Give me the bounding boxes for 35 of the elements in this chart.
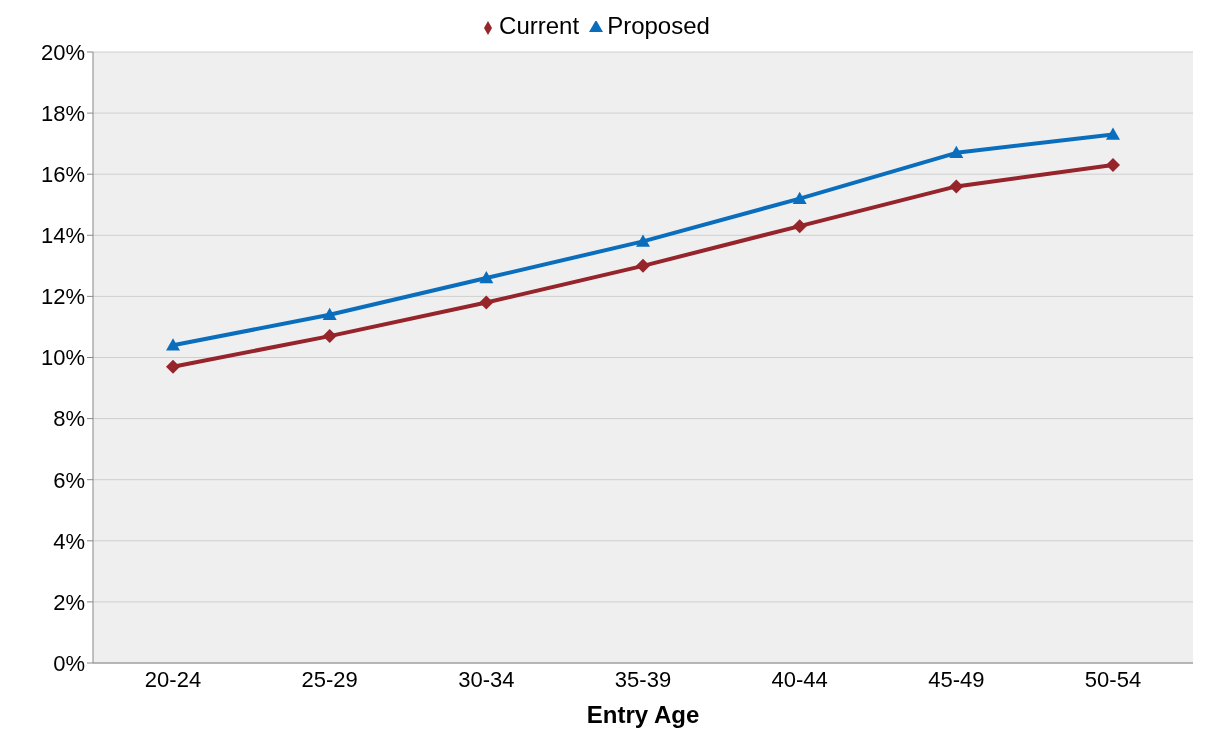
- point: [949, 145, 964, 159]
- x-tick-label: 25-29: [301, 666, 358, 692]
- point: [479, 271, 494, 284]
- x-tick-label: 40-44: [771, 666, 828, 692]
- point: [792, 219, 807, 234]
- point: [322, 329, 337, 344]
- y-tick-label: 6%: [53, 467, 85, 493]
- point: [166, 359, 180, 374]
- y-tick-label: 12%: [40, 284, 85, 310]
- y-tick-label: 14%: [40, 223, 85, 249]
- point: [792, 191, 807, 204]
- x-tick-label: 35-39: [614, 666, 672, 692]
- y-tick-label: 8%: [53, 406, 85, 432]
- point: [166, 338, 180, 351]
- point: [1106, 127, 1120, 140]
- point: [1106, 158, 1120, 173]
- x-axis-title: Entry Age: [586, 701, 700, 728]
- y-tick-label: 16%: [40, 162, 85, 188]
- y-tick-label: 20%: [40, 39, 85, 65]
- point: [322, 307, 337, 320]
- point: [479, 295, 494, 310]
- y-tick-label: 0%: [53, 650, 85, 676]
- point: [636, 234, 650, 247]
- point: [949, 179, 964, 194]
- x-tick-label: 30-34: [458, 666, 515, 692]
- y-tick-label: 10%: [40, 345, 85, 371]
- x-tick-label: 45-49: [928, 666, 985, 692]
- y-tick-label: 2%: [53, 589, 85, 615]
- legend-label: Current: [499, 12, 580, 39]
- legend-label: Proposed: [607, 12, 710, 39]
- x-tick-label: 50-54: [1084, 666, 1142, 692]
- point: [636, 258, 650, 273]
- x-tick-label: 20-24: [144, 666, 202, 692]
- y-tick-label: 4%: [53, 528, 85, 554]
- y-tick-label: 18%: [40, 100, 85, 126]
